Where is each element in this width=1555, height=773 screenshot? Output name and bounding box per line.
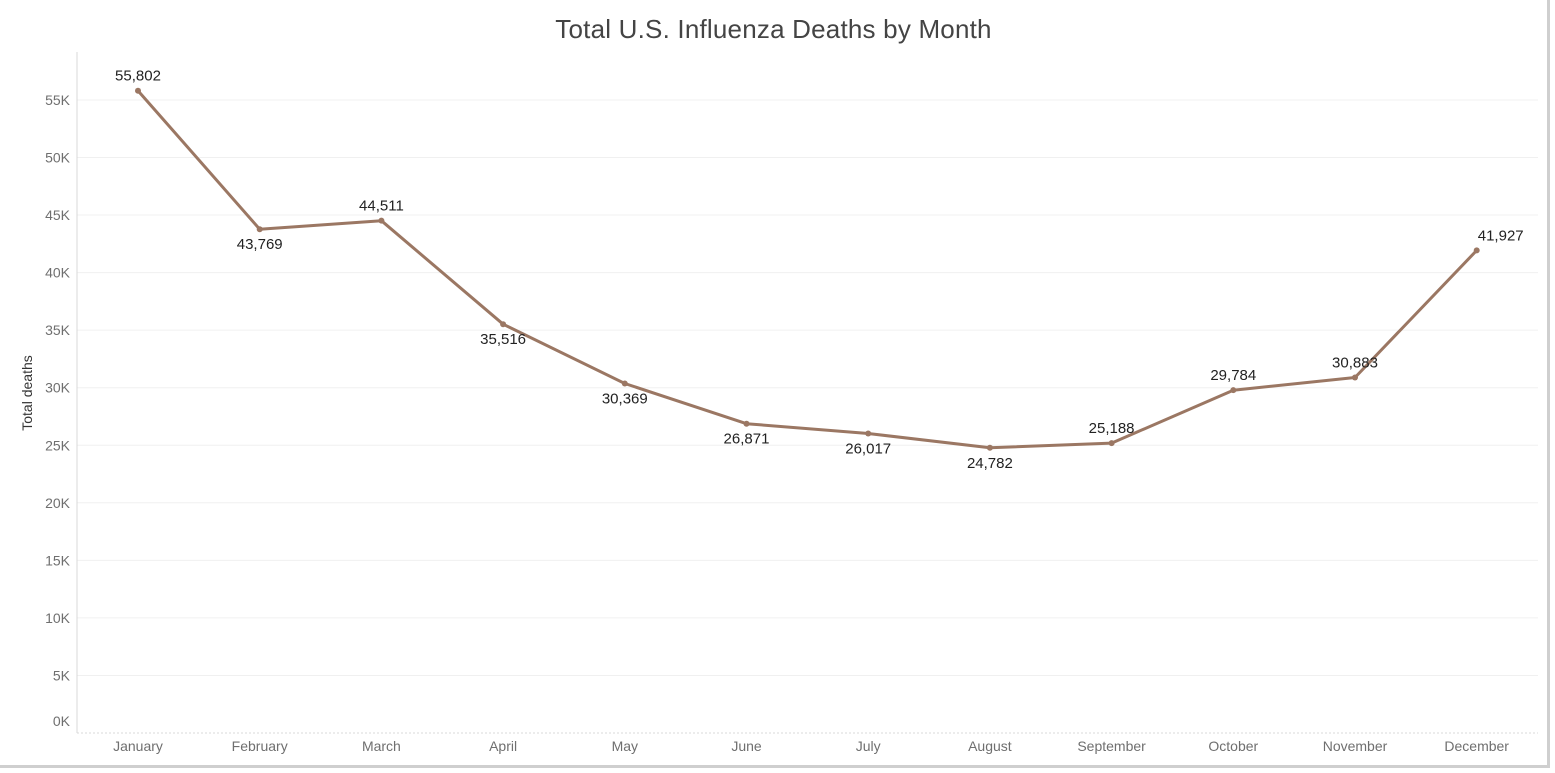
y-tick-label: 30K <box>45 380 71 396</box>
y-tick-label: 40K <box>45 265 71 281</box>
x-axis-ticks: January February March April May June July Augu… <box>113 738 1509 754</box>
data-point[interactable] <box>1473 247 1480 254</box>
data-point[interactable] <box>1230 387 1237 394</box>
data-point[interactable] <box>621 380 628 387</box>
data-label: 30,369 <box>602 390 648 407</box>
gridlines <box>77 99 1538 676</box>
x-tick-label: November <box>1323 738 1388 754</box>
y-tick-label: 25K <box>45 437 71 453</box>
x-tick-label: October <box>1208 738 1258 754</box>
data-label: 30,883 <box>1332 355 1378 372</box>
data-point[interactable] <box>743 420 750 427</box>
y-tick-label: 20K <box>45 495 71 511</box>
data-label: 55,802 <box>115 68 161 85</box>
data-label: 35,516 <box>480 331 526 348</box>
x-tick-label: January <box>113 738 163 754</box>
data-label: 43,769 <box>237 236 283 253</box>
data-point[interactable] <box>1108 440 1115 447</box>
data-label: 24,782 <box>967 455 1013 472</box>
data-label: 26,017 <box>845 441 891 458</box>
data-point[interactable] <box>135 87 141 94</box>
x-tick-label: June <box>731 738 762 754</box>
y-tick-label: 10K <box>45 610 71 626</box>
series-line <box>136 89 1479 450</box>
data-label: 44,511 <box>359 198 404 215</box>
chart-title: Total U.S. Influenza Deaths by Month <box>555 14 992 44</box>
x-tick-label: May <box>612 738 638 754</box>
x-tick-label: December <box>1444 738 1509 754</box>
data-points <box>135 87 1480 451</box>
y-tick-label: 55K <box>45 92 71 108</box>
y-tick-label: 35K <box>45 322 71 338</box>
y-tick-label: 50K <box>45 150 71 166</box>
data-labels: 55,802 43,769 44,511 35,516 30,369 26,871 26,0… <box>115 68 1524 472</box>
y-tick-label: 45K <box>45 207 71 223</box>
data-label: 26,871 <box>724 431 770 448</box>
data-point[interactable] <box>256 226 263 233</box>
x-tick-label: July <box>856 738 881 754</box>
data-point[interactable] <box>500 321 507 328</box>
series-line-group <box>136 89 1479 450</box>
x-tick-label: September <box>1077 738 1146 754</box>
y-axis-ticks: 0K 5K 10K 15K 20K 25K 30K 35K 40K 45K 50K 55K <box>45 92 71 729</box>
data-label: 41,927 <box>1478 227 1524 244</box>
y-tick-label: 0K <box>53 713 71 729</box>
y-tick-label: 5K <box>53 667 71 683</box>
data-point[interactable] <box>986 444 993 451</box>
x-tick-label: August <box>968 738 1012 754</box>
data-point[interactable] <box>378 217 385 224</box>
x-tick-label: February <box>232 738 288 754</box>
x-tick-label: April <box>489 738 517 754</box>
axes <box>76 52 1538 734</box>
y-tick-label: 15K <box>45 552 71 568</box>
data-label: 29,784 <box>1210 367 1256 384</box>
x-tick-label: March <box>362 738 401 754</box>
data-point[interactable] <box>865 430 872 437</box>
data-point[interactable] <box>1352 374 1358 381</box>
data-label: 25,188 <box>1089 420 1135 437</box>
